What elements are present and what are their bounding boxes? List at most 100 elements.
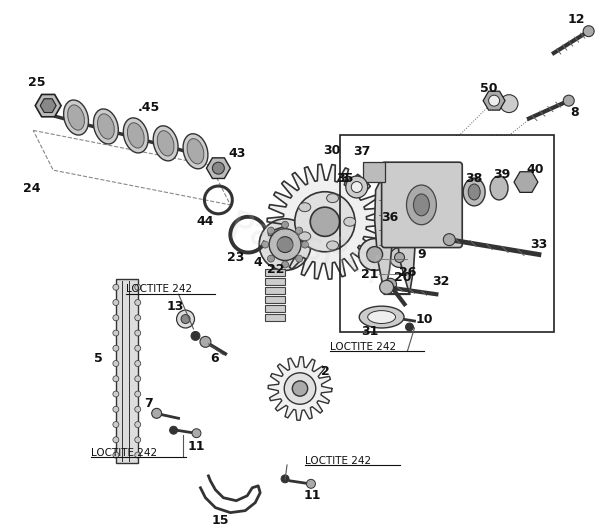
Circle shape <box>310 207 340 236</box>
Bar <box>116 279 138 463</box>
Text: 5: 5 <box>94 352 103 365</box>
Ellipse shape <box>413 194 430 216</box>
Bar <box>265 296 285 303</box>
Ellipse shape <box>153 126 178 161</box>
Text: 7: 7 <box>145 397 153 410</box>
Circle shape <box>296 227 302 234</box>
Text: 6: 6 <box>210 352 219 365</box>
Bar <box>363 162 385 182</box>
Circle shape <box>389 248 409 268</box>
Text: 24: 24 <box>23 181 40 195</box>
Circle shape <box>135 360 141 367</box>
Text: 39: 39 <box>493 167 511 181</box>
Circle shape <box>281 475 289 483</box>
Circle shape <box>295 192 355 252</box>
Text: 44: 44 <box>197 215 214 228</box>
Circle shape <box>176 310 194 328</box>
Bar <box>340 135 554 332</box>
Circle shape <box>284 373 316 404</box>
Circle shape <box>113 346 119 351</box>
Circle shape <box>281 221 289 228</box>
Bar <box>265 305 285 312</box>
Text: 30: 30 <box>323 144 341 157</box>
Circle shape <box>292 381 308 396</box>
Ellipse shape <box>407 185 436 225</box>
Circle shape <box>385 312 395 322</box>
Bar <box>265 278 285 285</box>
Text: 38: 38 <box>466 172 483 184</box>
Ellipse shape <box>326 241 338 250</box>
Text: 21: 21 <box>361 268 379 281</box>
Ellipse shape <box>64 100 88 135</box>
Bar <box>265 269 285 276</box>
Ellipse shape <box>127 123 144 148</box>
Circle shape <box>191 331 200 340</box>
Text: LOCTITE 242: LOCTITE 242 <box>330 342 396 352</box>
Circle shape <box>281 261 289 268</box>
Ellipse shape <box>368 311 395 323</box>
Circle shape <box>307 479 316 488</box>
Ellipse shape <box>344 217 356 226</box>
Circle shape <box>135 452 141 458</box>
Circle shape <box>346 176 368 198</box>
Circle shape <box>296 255 302 262</box>
Polygon shape <box>267 164 383 279</box>
Circle shape <box>488 95 500 106</box>
Circle shape <box>170 426 178 434</box>
Text: 15: 15 <box>212 514 229 527</box>
Text: LOCTITE 242: LOCTITE 242 <box>126 284 192 294</box>
Circle shape <box>113 284 119 290</box>
Circle shape <box>135 330 141 336</box>
Ellipse shape <box>359 306 404 328</box>
Bar <box>265 287 285 294</box>
Circle shape <box>135 299 141 305</box>
Text: 13: 13 <box>167 299 184 313</box>
Ellipse shape <box>187 139 204 164</box>
Circle shape <box>113 437 119 443</box>
Circle shape <box>301 241 308 248</box>
Circle shape <box>113 407 119 412</box>
Text: 10: 10 <box>416 313 433 325</box>
Circle shape <box>385 278 397 290</box>
Text: 32: 32 <box>433 275 450 288</box>
Circle shape <box>113 421 119 428</box>
Text: .45: .45 <box>137 101 160 114</box>
Ellipse shape <box>490 176 508 200</box>
Text: 12: 12 <box>568 13 586 26</box>
Text: 43: 43 <box>229 147 246 160</box>
Circle shape <box>113 360 119 367</box>
Circle shape <box>367 246 383 262</box>
Circle shape <box>443 234 455 245</box>
Polygon shape <box>268 357 332 420</box>
Ellipse shape <box>98 114 114 139</box>
Circle shape <box>113 315 119 321</box>
Bar <box>265 314 285 321</box>
Circle shape <box>181 315 190 323</box>
Text: 37: 37 <box>353 145 370 158</box>
Text: 4: 4 <box>254 256 263 269</box>
Circle shape <box>135 315 141 321</box>
Text: 23: 23 <box>227 251 244 264</box>
Circle shape <box>563 95 574 106</box>
Text: 36: 36 <box>381 211 398 224</box>
Text: LOCTITE 242: LOCTITE 242 <box>91 448 157 458</box>
Text: 40: 40 <box>526 163 544 175</box>
Circle shape <box>406 323 413 331</box>
Text: 11: 11 <box>303 489 320 502</box>
Text: 20: 20 <box>394 271 411 284</box>
Circle shape <box>113 299 119 305</box>
Text: 11: 11 <box>188 439 205 453</box>
Text: 2: 2 <box>320 365 329 378</box>
Text: 26: 26 <box>399 266 416 279</box>
Text: LOCTITE 242: LOCTITE 242 <box>305 456 371 466</box>
Ellipse shape <box>463 178 485 206</box>
Circle shape <box>395 252 404 262</box>
Polygon shape <box>374 182 415 294</box>
Ellipse shape <box>326 193 338 202</box>
Circle shape <box>351 182 362 192</box>
Text: 50: 50 <box>481 82 498 95</box>
Circle shape <box>200 337 211 347</box>
Ellipse shape <box>157 131 174 156</box>
Text: 25: 25 <box>28 76 46 89</box>
Ellipse shape <box>124 118 148 153</box>
